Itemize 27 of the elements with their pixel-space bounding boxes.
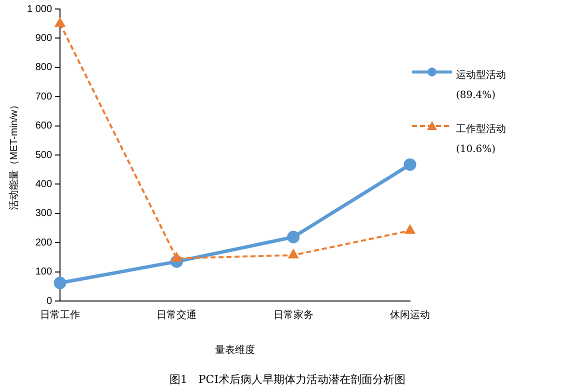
point [287, 230, 300, 244]
x-tick-label: 日常家务 [273, 308, 314, 321]
point [172, 252, 182, 262]
x-tick-label: 日常交通 [156, 308, 197, 321]
y-axis-title: 活动能量（MET-min/w） [8, 100, 20, 210]
y-tick-label: 300 [35, 208, 52, 220]
x-tick-label: 日常工作 [40, 308, 80, 321]
point [55, 18, 65, 27]
y-tick-label: 900 [35, 32, 52, 44]
y-tick-label: 700 [35, 91, 52, 102]
y-tick-label: 800 [35, 62, 52, 74]
y-tick-label: 500 [35, 150, 52, 161]
y-tick-label: 600 [35, 120, 52, 132]
point [54, 276, 66, 290]
x-tick-label: 休闲运动 [390, 308, 430, 321]
y-tick-label: 1 000 [26, 4, 52, 15]
y-tick-label: 200 [35, 237, 52, 248]
legend-label: 工作型活动 (10.6%) [456, 122, 507, 157]
point [404, 158, 416, 171]
y-tick-label: 400 [35, 178, 52, 190]
caption: 图1 PCI术后病人早期体力活动潜在剖面分析图 [168, 372, 407, 387]
x-axis-title: 量表维度 [215, 344, 256, 356]
y-tick-label: 0 [46, 296, 52, 307]
y-tick-label: 100 [35, 266, 52, 278]
point [405, 225, 415, 234]
point [288, 250, 298, 258]
legend-label: 运动型活动 (89.4%) [456, 68, 507, 103]
